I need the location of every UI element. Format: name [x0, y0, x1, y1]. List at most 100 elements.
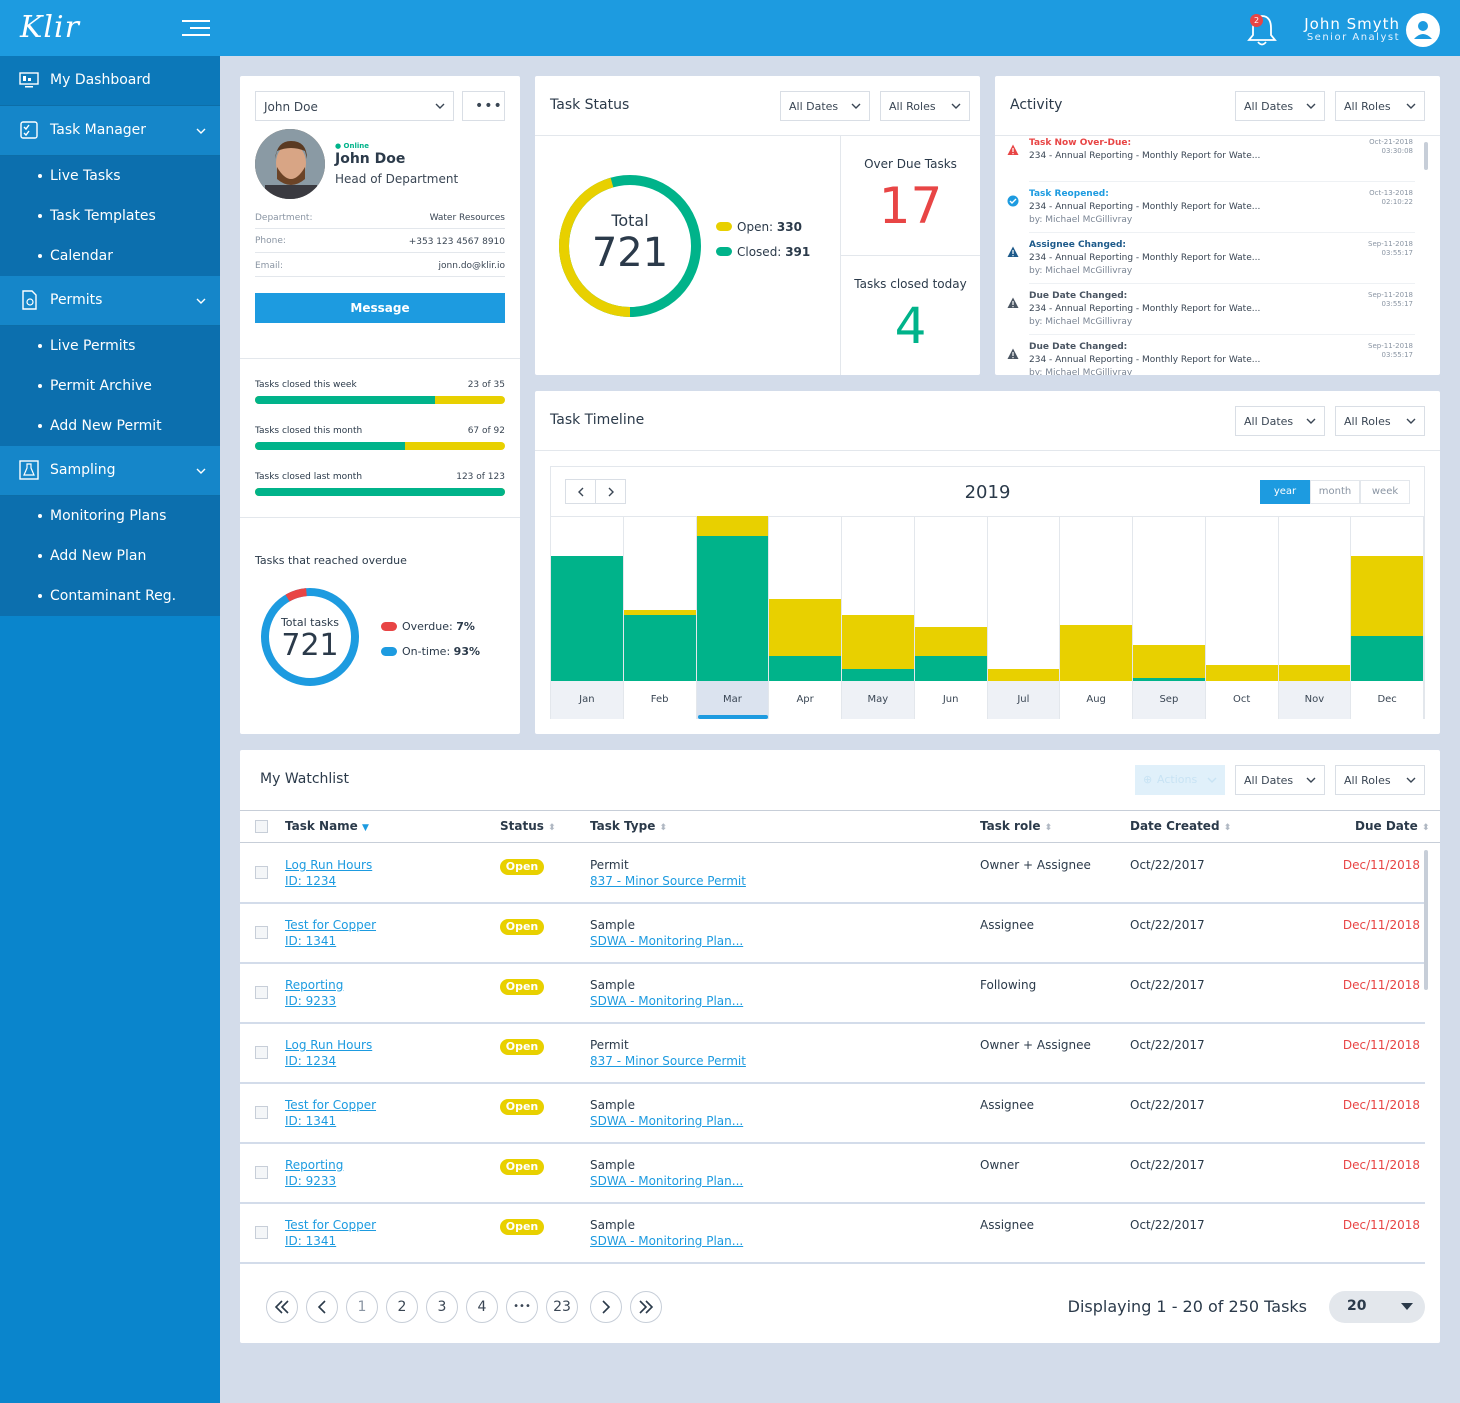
- view-week-button[interactable]: week: [1360, 480, 1410, 504]
- column-header-date-created[interactable]: Date Created ⬍: [1130, 819, 1232, 833]
- task-name-link[interactable]: Log Run Hours: [285, 858, 373, 872]
- page-button-2[interactable]: 2: [386, 1291, 418, 1323]
- month-label-jun[interactable]: Jun: [914, 681, 988, 719]
- page-button-23[interactable]: 23: [546, 1291, 578, 1323]
- timeline-column[interactable]: [842, 516, 915, 681]
- month-label-may[interactable]: May: [842, 681, 915, 719]
- task-type-link[interactable]: SDWA - Monitoring Plan...: [590, 934, 744, 948]
- timeline-roles-filter[interactable]: All Roles: [1335, 406, 1425, 436]
- next-page-button[interactable]: [590, 1291, 622, 1323]
- sidebar-item-permit-archive[interactable]: Permit Archive: [0, 366, 220, 406]
- page-button-3[interactable]: 3: [426, 1291, 458, 1323]
- activity-item[interactable]: Task Now Over-Due: 234 - Annual Reporting…: [995, 136, 1425, 187]
- page-size-select[interactable]: 20: [1329, 1291, 1425, 1323]
- column-header-status[interactable]: Status ⬍: [500, 819, 556, 833]
- timeline-bar-jan-0[interactable]: [551, 555, 623, 681]
- timeline-column[interactable]: [1060, 516, 1133, 681]
- watchlist-roles-filter[interactable]: All Roles: [1335, 765, 1425, 795]
- task-name-link[interactable]: Test for Copper: [285, 918, 377, 932]
- timeline-column[interactable]: [988, 516, 1061, 681]
- timeline-column[interactable]: [697, 516, 770, 681]
- first-page-button[interactable]: [266, 1291, 298, 1323]
- month-label-dec[interactable]: Dec: [1351, 681, 1424, 719]
- task-name-link[interactable]: Reporting: [285, 1158, 344, 1172]
- activity-item[interactable]: Assignee Changed: 234 - Annual Reporting …: [995, 238, 1425, 289]
- more-options-button[interactable]: •••: [462, 91, 505, 121]
- month-label-jul[interactable]: Jul: [987, 681, 1061, 719]
- column-header-due-date[interactable]: Due Date ⬍: [1355, 819, 1430, 833]
- activity-list[interactable]: Task Now Over-Due: 234 - Annual Reporting…: [995, 136, 1440, 375]
- activity-item[interactable]: Task Reopened: 234 - Annual Reporting - M…: [995, 187, 1425, 238]
- task-type-link[interactable]: SDWA - Monitoring Plan...: [590, 1174, 744, 1188]
- month-label-apr[interactable]: Apr: [769, 681, 842, 719]
- timeline-bar-sep-0[interactable]: [1133, 677, 1205, 681]
- timeline-column[interactable]: [915, 516, 988, 681]
- activity-scrollbar[interactable]: [1424, 142, 1428, 170]
- table-row[interactable]: Test for Copper ID: 1341 Open Sample SDWA - …: [240, 1203, 1425, 1264]
- sidebar-item-permits[interactable]: Permits: [0, 276, 220, 326]
- task-status-dates-filter[interactable]: All Dates: [780, 91, 870, 121]
- month-label-mar[interactable]: Mar: [696, 681, 770, 719]
- table-row[interactable]: Log Run Hours ID: 1234 Open Permit 837 - Min…: [240, 843, 1425, 904]
- row-checkbox[interactable]: [255, 1166, 268, 1179]
- sidebar-item-contaminant-reg[interactable]: Contaminant Reg.: [0, 576, 220, 616]
- column-header-task-role[interactable]: Task role ⬍: [980, 819, 1053, 833]
- message-button[interactable]: Message: [255, 293, 505, 323]
- sidebar-item-live-permits[interactable]: Live Permits: [0, 326, 220, 366]
- task-id-link[interactable]: ID: 1234: [285, 874, 337, 888]
- sidebar-item-sampling[interactable]: Sampling: [0, 446, 220, 496]
- month-label-feb[interactable]: Feb: [623, 681, 697, 719]
- task-type-link[interactable]: 837 - Minor Source Permit: [590, 1054, 746, 1068]
- table-row[interactable]: Test for Copper ID: 1341 Open Sample SDWA - …: [240, 1083, 1425, 1144]
- timeline-column[interactable]: [769, 516, 842, 681]
- klir-logo[interactable]: Klir: [20, 10, 80, 45]
- task-name-link[interactable]: Test for Copper: [285, 1098, 377, 1112]
- timeline-bar-oct-1[interactable]: [1205, 664, 1278, 681]
- menu-toggle-icon[interactable]: [182, 18, 210, 38]
- page-button-4[interactable]: 4: [466, 1291, 498, 1323]
- timeline-bar-apr-0[interactable]: [769, 656, 841, 681]
- month-label-aug[interactable]: Aug: [1060, 681, 1133, 719]
- task-type-link[interactable]: SDWA - Monitoring Plan...: [590, 1234, 744, 1248]
- row-checkbox[interactable]: [255, 986, 268, 999]
- view-year-button[interactable]: year: [1260, 480, 1310, 504]
- column-header-task-type[interactable]: Task Type ⬍: [590, 819, 668, 833]
- row-checkbox[interactable]: [255, 1226, 268, 1239]
- timeline-bar-jul-1[interactable]: [987, 669, 1060, 681]
- timeline-bar-aug-1[interactable]: [1060, 624, 1132, 681]
- timeline-bar-may-0[interactable]: [842, 669, 914, 681]
- last-page-button[interactable]: [630, 1291, 662, 1323]
- month-label-oct[interactable]: Oct: [1205, 681, 1279, 719]
- task-id-link[interactable]: ID: 9233: [285, 994, 337, 1008]
- sidebar-item-add-new-plan[interactable]: Add New Plan: [0, 536, 220, 576]
- task-name-link[interactable]: Test for Copper: [285, 1218, 377, 1232]
- select-all-checkbox[interactable]: [255, 820, 268, 833]
- row-checkbox[interactable]: [255, 926, 268, 939]
- table-row[interactable]: Log Run Hours ID: 1234 Open Permit 837 - Min…: [240, 1023, 1425, 1084]
- timeline-bar-feb-1[interactable]: [623, 610, 696, 615]
- timeline-column[interactable]: [551, 516, 624, 681]
- activity-dates-filter[interactable]: All Dates: [1235, 91, 1325, 121]
- sidebar-item-monitoring-plans[interactable]: Monitoring Plans: [0, 496, 220, 536]
- timeline-bar-jun-1[interactable]: [914, 626, 987, 657]
- task-id-link[interactable]: ID: 1341: [285, 934, 337, 948]
- task-id-link[interactable]: ID: 1341: [285, 1234, 337, 1248]
- person-select[interactable]: John Doe: [255, 91, 454, 121]
- task-name-link[interactable]: Log Run Hours: [285, 1038, 373, 1052]
- prev-year-button[interactable]: [565, 479, 596, 504]
- task-name-link[interactable]: Reporting: [285, 978, 344, 992]
- watchlist-dates-filter[interactable]: All Dates: [1235, 765, 1325, 795]
- column-header-task-name[interactable]: Task Name ▼: [285, 819, 369, 833]
- user-avatar[interactable]: [1406, 13, 1440, 47]
- timeline-column[interactable]: [1206, 516, 1279, 681]
- row-checkbox[interactable]: [255, 1106, 268, 1119]
- timeline-bar-mar-0[interactable]: [696, 535, 769, 681]
- user-name[interactable]: John Smyth: [1304, 15, 1400, 33]
- sidebar-item-task-manager[interactable]: Task Manager: [0, 106, 220, 156]
- activity-item[interactable]: Due Date Changed: 234 - Annual Reporting …: [995, 340, 1425, 375]
- table-row[interactable]: Test for Copper ID: 1341 Open Sample SDWA - …: [240, 903, 1425, 964]
- timeline-column[interactable]: [1279, 516, 1352, 681]
- timeline-bar-jun-0[interactable]: [914, 656, 987, 681]
- table-row[interactable]: Reporting ID: 9233 Open Sample SDWA - Monito…: [240, 1143, 1425, 1204]
- timeline-bar-dec-1[interactable]: [1351, 555, 1423, 637]
